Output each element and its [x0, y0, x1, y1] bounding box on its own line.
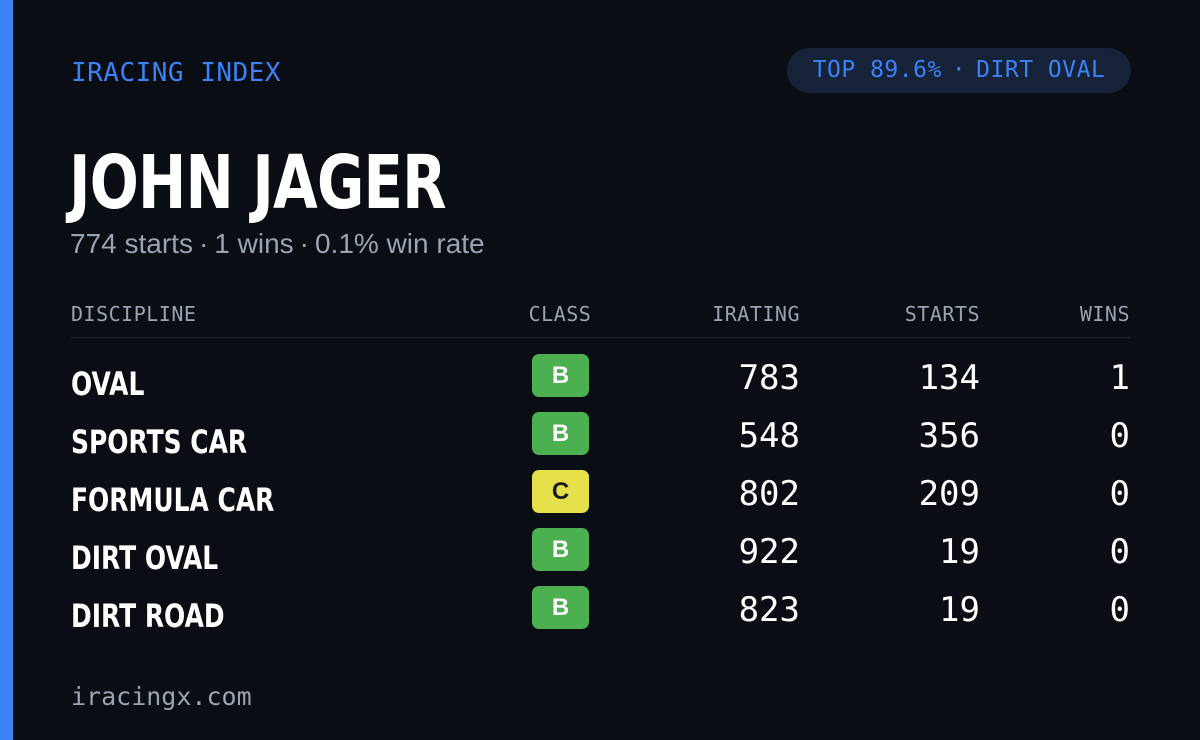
brand-title: IRACING INDEX	[71, 58, 281, 88]
summary-separator: ·	[198, 228, 209, 259]
driver-summary: 774 starts · 1 wins · 0.1% win rate	[70, 226, 485, 262]
header-starts: STARTS	[904, 302, 980, 326]
row-irating: 548	[738, 416, 800, 456]
table-row: OVAL B 783 134 1	[71, 354, 1131, 412]
class-badge: B	[532, 586, 589, 629]
rank-badge-rank: TOP 89.6%	[812, 57, 942, 83]
row-irating: 922	[738, 532, 800, 572]
row-wins: 1	[1109, 358, 1130, 398]
row-wins: 0	[1109, 590, 1130, 630]
header-wins: WINS	[1079, 302, 1130, 326]
row-starts: 356	[918, 416, 980, 456]
summary-separator: ·	[299, 228, 309, 259]
class-badge: B	[532, 354, 589, 397]
row-wins: 0	[1109, 474, 1130, 514]
header-divider	[71, 337, 1131, 338]
row-discipline: DIRT OVAL	[71, 539, 219, 577]
row-wins: 0	[1109, 416, 1130, 456]
summary-win-rate: 0.1% win rate	[314, 228, 485, 259]
row-wins: 0	[1109, 532, 1130, 572]
row-starts: 19	[939, 590, 980, 630]
class-badge: B	[532, 528, 589, 571]
rank-badge: TOP 89.6% · DIRT OVAL	[787, 48, 1131, 93]
table-row: DIRT OVAL B 922 19 0	[71, 528, 1131, 586]
driver-name: JOHN JAGER	[69, 140, 447, 226]
row-discipline: OVAL	[71, 365, 145, 403]
table-row: SPORTS CAR B 548 356 0	[71, 412, 1131, 470]
summary-wins: 1 wins	[214, 228, 294, 259]
header-discipline: DISCIPLINE	[71, 302, 197, 326]
row-starts: 209	[918, 474, 980, 514]
row-discipline: DIRT ROAD	[71, 597, 225, 635]
table-row: FORMULA CAR C 802 209 0	[71, 470, 1131, 528]
row-discipline: FORMULA CAR	[71, 481, 275, 519]
row-starts: 19	[939, 532, 980, 572]
row-starts: 134	[918, 358, 980, 398]
table-header: DISCIPLINE CLASS IRATING STARTS WINS	[71, 300, 1131, 328]
accent-bar	[0, 0, 13, 740]
row-irating: 823	[738, 590, 800, 630]
header-class: CLASS	[528, 302, 592, 326]
class-badge: C	[532, 470, 589, 513]
header-irating: IRATING	[712, 302, 800, 326]
rank-badge-separator: ·	[951, 57, 967, 83]
rank-badge-discipline: DIRT OVAL	[976, 57, 1106, 83]
footer-site: iracingx.com	[71, 682, 252, 711]
row-discipline: SPORTS CAR	[71, 423, 248, 461]
row-irating: 802	[738, 474, 800, 514]
class-badge: B	[532, 412, 589, 455]
summary-starts: 774 starts	[70, 228, 193, 259]
table-row: DIRT ROAD B 823 19 0	[71, 586, 1131, 644]
discipline-table: OVAL B 783 134 1 SPORTS CAR B 548 356 0 …	[71, 354, 1131, 644]
row-irating: 783	[738, 358, 800, 398]
